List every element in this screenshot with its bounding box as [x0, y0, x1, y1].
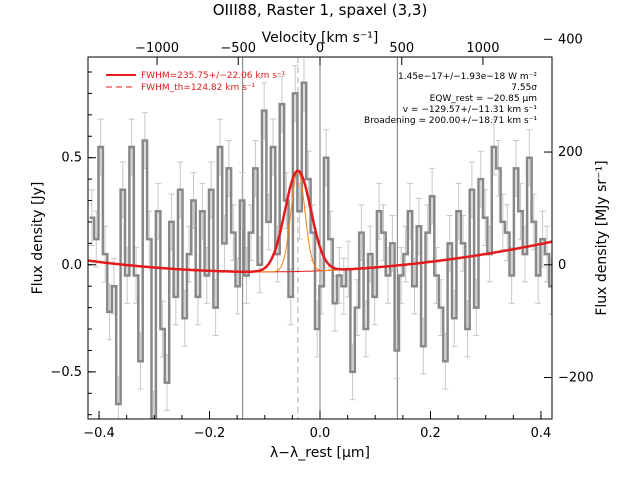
y2tick-label: 400 — [558, 32, 583, 47]
xtick-label: 0.0 — [310, 426, 331, 441]
axes: −0.4 −0.2 0.0 0.2 0.4 −1000 −500 0 500 1000 −0.5 0.… — [50, 32, 593, 441]
x-axis-label: λ−λ_rest [μm] — [270, 445, 370, 461]
legend-item-fwhm: FWHM=235.75+/−22.06 km s⁻¹ — [141, 71, 286, 81]
legend: FWHM=235.75+/−22.06 km s⁻¹ FWHM_th=124.8… — [106, 71, 286, 93]
y2tick-label: 0 — [558, 258, 566, 273]
data-steps — [89, 81, 552, 419]
annotation-sigma: 7.55σ — [511, 83, 537, 93]
x2-axis-label: Velocity [km s⁻¹] — [262, 30, 379, 46]
annotation-broadening: Broadening = 200.00+/−18.71 km s⁻¹ — [364, 116, 537, 126]
annotation-velocity: v = −129.57+/−11.31 km s⁻¹ — [403, 105, 538, 115]
xtick-label: −0.4 — [83, 426, 115, 441]
x2tick-label: 1000 — [466, 41, 499, 56]
ytick-label: 0.5 — [61, 151, 82, 166]
plot-area — [88, 57, 552, 419]
legend-item-fwhm-th: FWHM_th=124.82 km s⁻¹ — [141, 83, 256, 93]
fit-annotations: 1.45e−17+/−1.93e−18 W m⁻² 7.55σ EQW_rest… — [364, 72, 537, 126]
xtick-label: −0.2 — [194, 426, 226, 441]
annotation-flux: 1.45e−17+/−1.93e−18 W m⁻² — [398, 72, 537, 82]
x2tick-label: 0 — [316, 41, 324, 56]
y2tick-label: −200 — [558, 371, 594, 386]
y-axis-label: Flux density [Jy] — [30, 182, 46, 295]
xtick-label: 0.2 — [420, 426, 441, 441]
x2tick-label: −1000 — [135, 41, 179, 56]
x2tick-label: 500 — [389, 41, 414, 56]
chart-title: OIII88, Raster 1, spaxel (3,3) — [213, 1, 428, 19]
annotation-eqw: EQW_rest = −20.85 μm — [430, 94, 537, 104]
ytick-label: −0.5 — [50, 365, 82, 380]
ytick-label: 0.0 — [61, 258, 82, 273]
xtick-label: 0.4 — [531, 426, 552, 441]
fit-total-line — [88, 169, 552, 274]
y2tick-label: 200 — [558, 145, 583, 160]
x2tick-label: −500 — [220, 41, 256, 56]
y2-axis-label: Flux density [MJy sr⁻¹] — [594, 160, 610, 315]
